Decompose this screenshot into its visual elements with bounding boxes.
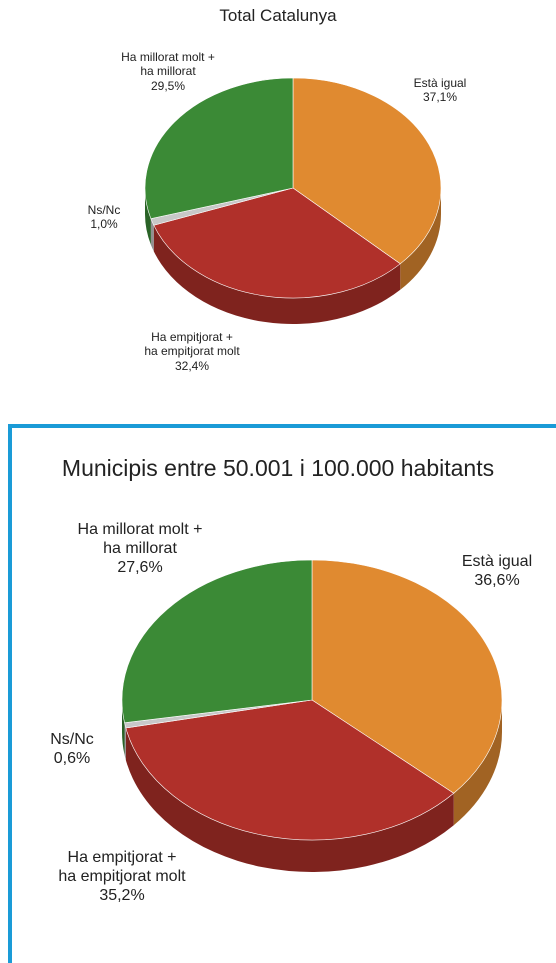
pie-slice <box>125 699 455 841</box>
slice-category: Ha millorat molt + ha millorat <box>77 521 203 558</box>
slice-value: 32,4% <box>174 358 210 373</box>
pie-slice <box>144 77 294 220</box>
chart-title: Municipis entre 50.001 i 100.000 habitan… <box>61 455 495 481</box>
pie-side <box>153 225 401 324</box>
slice-value: 37,1% <box>422 90 458 105</box>
pie-side <box>400 188 441 290</box>
slice-value: 35,2% <box>99 887 145 905</box>
slice-label: Ha empitjorat + ha empitjorat molt 32,4% <box>144 330 241 373</box>
slice-value: 27,6% <box>117 559 163 577</box>
pie-side <box>145 188 151 245</box>
pie-side <box>124 722 126 760</box>
slice-category: Està igual <box>413 76 467 90</box>
slice-label: Està igual 36,6% <box>442 552 552 590</box>
pie-side <box>125 727 454 872</box>
pie-slice <box>292 77 442 265</box>
slice-value: 29,5% <box>150 78 186 93</box>
slice-label: Ns/Nc 0,6% <box>42 730 102 768</box>
slice-value: 0,6% <box>53 750 91 768</box>
pie-side <box>453 700 502 826</box>
slice-label: Ns/Nc 1,0% <box>79 203 129 232</box>
pie-slice <box>311 559 503 794</box>
pie-side <box>150 218 154 252</box>
pie-slice <box>121 559 313 724</box>
slice-value: 1,0% <box>90 217 118 232</box>
slice-category: Ns/Nc <box>87 203 121 217</box>
slice-label: Ha millorat molt + ha millorat 27,6% <box>70 520 210 578</box>
pie-slice <box>153 187 401 299</box>
slice-category: Ns/Nc <box>50 731 94 748</box>
slice-label: Està igual 37,1% <box>400 76 480 105</box>
slice-label: Ha empitjorat + ha empitjorat molt 35,2% <box>57 848 187 906</box>
slice-value: 36,6% <box>474 572 520 590</box>
slice-label: Ha millorat molt + ha millorat 29,5% <box>115 50 221 93</box>
slice-category: Ha empitjorat + ha empitjorat molt <box>144 330 240 359</box>
slice-category: Ha millorat molt + ha millorat <box>121 50 215 79</box>
slice-category: Està igual <box>461 553 533 570</box>
chart-title: Total Catalunya <box>219 6 337 25</box>
slice-category: Ha empitjorat + ha empitjorat molt <box>58 849 186 886</box>
